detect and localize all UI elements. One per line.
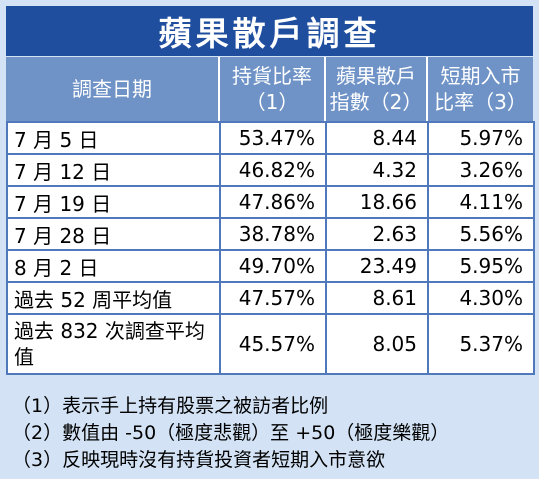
header-holding-ratio-line1: 持貨比率 [232, 64, 312, 88]
table-row: 過去 832 次調查平均值 45.57% 8.05 5.37% [6, 313, 535, 375]
short-term-ratio-cell: 4.11% [427, 185, 535, 219]
footnote-1: （1）表示手上持有股票之被訪者比例 [12, 395, 329, 417]
holding-ratio-cell: 46.82% [219, 153, 327, 187]
header-holding-ratio: 持貨比率 （1） [220, 57, 324, 121]
header-short-term-ratio-line2: 比率（3） [434, 90, 527, 114]
header-divider [426, 57, 428, 121]
short-term-ratio-cell: 5.95% [427, 249, 535, 283]
short-term-ratio-cell: 3.26% [427, 153, 535, 187]
table-row: 過去 52 周平均值 47.57% 8.61 4.30% [6, 281, 535, 315]
table-row: 7 月 5 日 53.47% 8.44 5.97% [6, 121, 535, 155]
short-term-ratio-cell: 5.37% [427, 313, 535, 375]
holding-ratio-cell: 49.70% [219, 249, 327, 283]
short-term-ratio-cell: 5.56% [427, 217, 535, 251]
survey-table: 7 月 5 日 53.47% 8.44 5.97% 7 月 12 日 46.82… [6, 121, 535, 375]
row-date: 7 月 19 日 [6, 185, 221, 219]
header-holding-ratio-line2: （1） [245, 90, 299, 114]
retail-index-cell: 8.44 [325, 121, 429, 155]
table-row: 7 月 19 日 47.86% 18.66 4.11% [6, 185, 535, 219]
table-row: 8 月 2 日 49.70% 23.49 5.95% [6, 249, 535, 283]
holding-ratio-cell: 38.78% [219, 217, 327, 251]
header-retail-index-line1: 蘋果散戶 [336, 64, 416, 88]
retail-index-cell: 4.32 [325, 153, 429, 187]
table-row: 7 月 28 日 38.78% 2.63 5.56% [6, 217, 535, 251]
holding-ratio-cell: 47.57% [219, 281, 327, 315]
retail-index-cell: 8.05 [325, 313, 429, 375]
short-term-ratio-cell: 4.30% [427, 281, 535, 315]
footnotes: （1）表示手上持有股票之被訪者比例 （2）數值由 -50（極度悲觀）至 +50（… [12, 393, 532, 474]
header-short-term-ratio-line1: 短期入市 [440, 64, 521, 88]
header-date-label: 調查日期 [72, 77, 152, 101]
footnote-2: （2）數值由 -50（極度悲觀）至 +50（極度樂觀） [12, 422, 450, 444]
table-title: 蘋果散戶調查 [6, 6, 533, 56]
header-retail-index-line2: 指數（2） [329, 90, 423, 114]
header-divider [218, 57, 220, 121]
header-short-term-ratio: 短期入市 比率（3） [428, 57, 533, 121]
row-52-week-average: 過去 52 周平均值 [6, 281, 221, 315]
holding-ratio-cell: 53.47% [219, 121, 327, 155]
table-row: 7 月 12 日 46.82% 4.32 3.26% [6, 153, 535, 187]
retail-index-cell: 18.66 [325, 185, 429, 219]
row-date: 7 月 28 日 [6, 217, 221, 251]
row-date: 7 月 12 日 [6, 153, 221, 187]
header-retail-index: 蘋果散戶 指數（2） [326, 57, 426, 121]
retail-index-cell: 8.61 [325, 281, 429, 315]
row-832-survey-average: 過去 832 次調查平均值 [6, 313, 221, 375]
row-date: 8 月 2 日 [6, 249, 221, 283]
header-date: 調查日期 [6, 57, 218, 121]
row-date: 7 月 5 日 [6, 121, 221, 155]
footnote-3: （3）反映現時沒有持貨投資者短期入市意欲 [12, 449, 386, 471]
retail-index-cell: 23.49 [325, 249, 429, 283]
holding-ratio-cell: 47.86% [219, 185, 327, 219]
table-header: 調查日期 持貨比率 （1） 蘋果散戶 指數（2） 短期入市 比率（3） [6, 57, 533, 121]
header-divider [324, 57, 326, 121]
holding-ratio-cell: 45.57% [219, 313, 327, 375]
retail-index-cell: 2.63 [325, 217, 429, 251]
short-term-ratio-cell: 5.97% [427, 121, 535, 155]
